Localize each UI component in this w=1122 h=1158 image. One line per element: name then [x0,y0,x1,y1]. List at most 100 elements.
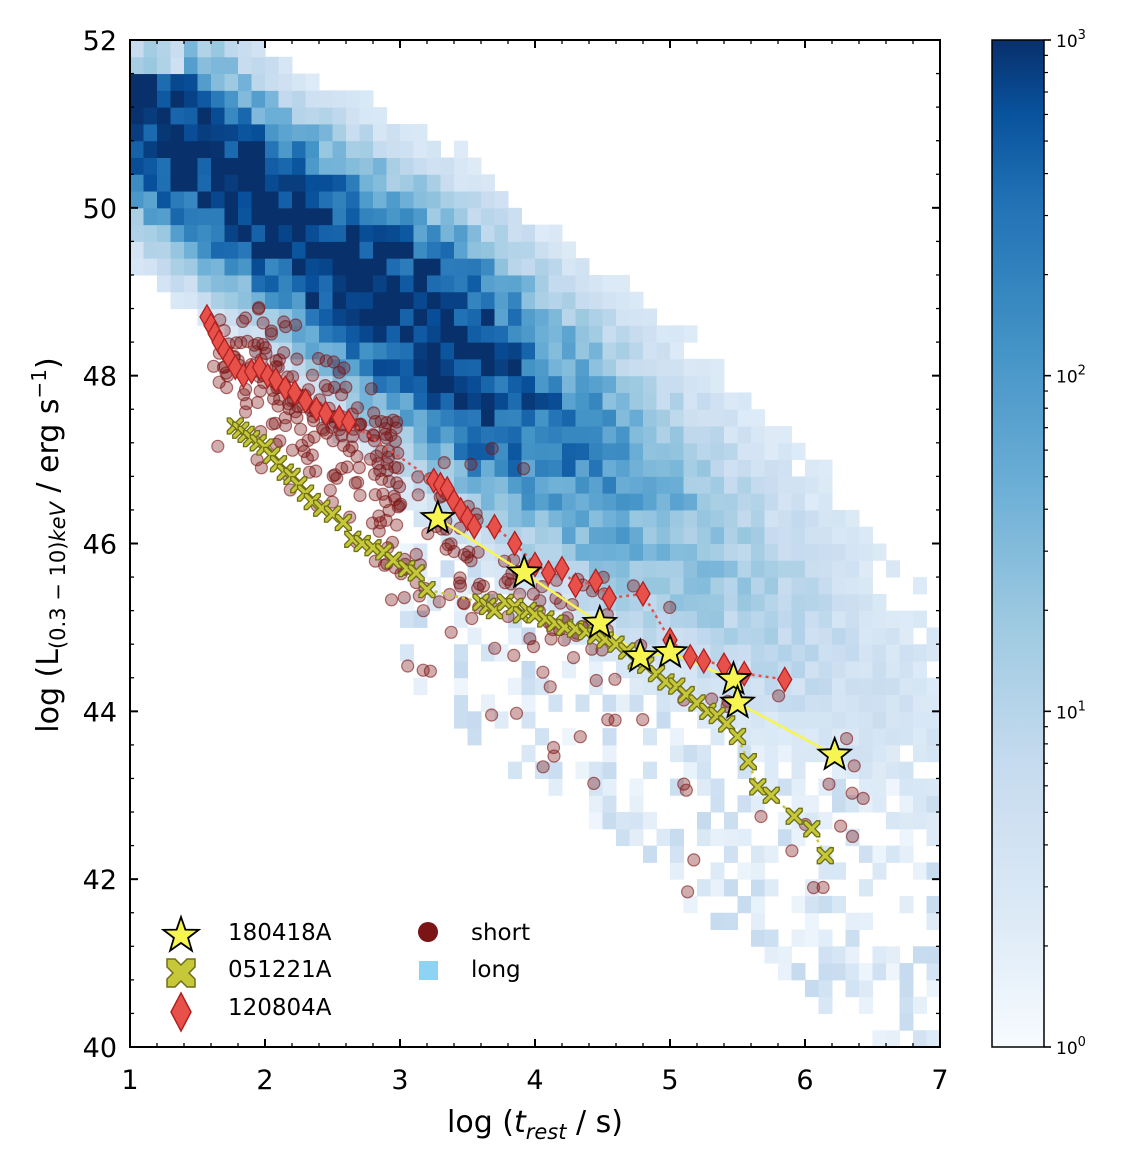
heatmap-cell [427,174,441,192]
heatmap-cell [670,426,684,444]
short-grb-point [253,384,267,398]
heatmap-cell [292,123,306,142]
heatmap-cell [751,426,765,444]
short-grb-point [390,476,404,490]
short-grb-point [379,513,393,527]
heatmap-cell [400,258,414,276]
heatmap-cell [899,644,914,662]
heatmap-cell [211,123,225,142]
heatmap-cell [845,509,860,528]
heatmap-cell [197,258,212,276]
star-marker [581,603,619,640]
heatmap-cell [859,543,873,561]
heatmap-cell [872,694,887,712]
heatmap-cell [535,392,549,410]
heatmap-cell [305,140,320,158]
heatmap-cell [521,358,536,377]
heatmap-cell [818,459,833,477]
heatmap-cell [467,409,482,427]
heatmap-cell [238,191,252,209]
heatmap-cell [440,191,455,209]
heatmap-cell [548,459,563,477]
heatmap-cell [899,677,914,696]
heatmap-cell [427,140,441,158]
heatmap-cell [737,895,752,914]
heatmap-cell [413,224,428,242]
heatmap-cell [764,744,779,763]
heatmap-cell [467,308,482,326]
heatmap-cell [697,476,711,494]
heatmap-cell [697,610,711,628]
heatmap-cell [818,946,833,964]
heatmap-cell [899,828,914,847]
heatmap-cell [467,174,482,192]
heatmap-cell [589,812,603,830]
heatmap-cell [697,761,711,779]
heatmap-cell [413,677,428,696]
heatmap-cell [724,526,738,544]
heatmap-cell [818,694,833,712]
heatmap-cell [319,174,333,192]
heatmap-cell [184,274,198,293]
heatmap-cell [548,258,563,276]
heatmap-cell [535,426,549,444]
heatmap-cell [697,409,711,427]
short-grb-point [286,370,300,384]
heatmap-cell [629,342,644,360]
heatmap-cell [292,107,306,125]
diamond-marker [340,408,357,436]
heatmap-cell [292,191,306,209]
heatmap-cell [724,392,738,410]
heatmap-cell [616,610,630,628]
heatmap-cell [899,778,914,796]
heatmap-cell [427,342,441,360]
heatmap-cell [899,845,914,863]
heatmap-cell [305,174,320,192]
heatmap-cell [413,610,428,628]
heatmap-cell [710,543,725,561]
diamond-marker [259,362,276,389]
heatmap-cell [872,644,887,662]
heatmap-cell [751,442,765,461]
legend-label-short: short [471,920,530,946]
heatmap-cell [589,392,603,410]
heatmap-cell [791,644,806,662]
diamond-marker [297,387,314,415]
heatmap-cell [926,744,940,763]
y-tick-label: 46 [83,530,117,561]
heatmap-cell [629,291,644,310]
heatmap-cell [697,560,711,578]
heatmap-cell [508,677,522,696]
heatmap-cell [508,493,522,511]
heatmap-cell [724,409,738,427]
heatmap-cell [305,342,320,360]
heatmap-cell [440,224,455,242]
heatmap-cell [886,610,900,628]
heatmap-cell [454,174,468,192]
heatmap-cell [940,1013,954,1030]
heatmap-cell [940,611,954,628]
heatmap-cell [359,274,374,293]
heatmap-cell [400,123,414,142]
heatmap-cell [683,627,698,645]
heatmap-cell [589,476,603,494]
heatmap-cell [589,358,603,377]
heatmap-cell [832,577,846,595]
heatmap-cell [359,241,374,259]
short-grb-point [416,604,430,618]
heatmap-cell [643,308,657,326]
short-grb-point [207,359,221,373]
short-grb-point [272,353,286,367]
heatmap-cell [859,560,873,578]
heatmap-cell [211,140,225,158]
heatmap-cell [454,140,468,158]
heatmap-cell [346,325,360,343]
heatmap-cell [724,644,738,662]
heatmap-cell [265,274,279,293]
heatmap-cell [143,140,158,158]
heatmap-cell [670,493,684,511]
heatmap-cell [319,291,333,310]
short-grb-point [373,463,387,478]
heatmap-cell [238,123,252,142]
y-tick-label: 52 [83,26,117,57]
